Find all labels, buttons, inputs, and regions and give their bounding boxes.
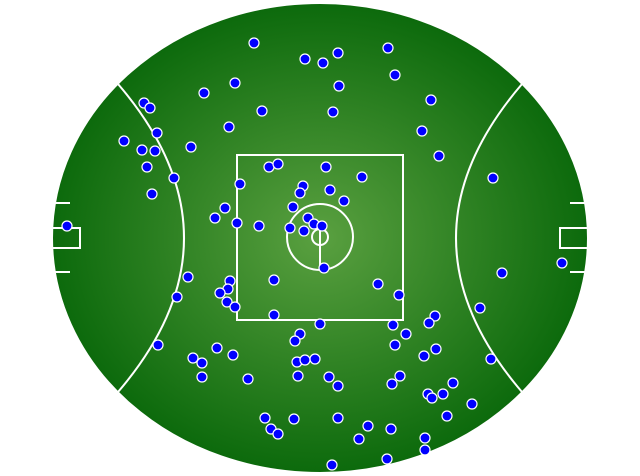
point [299,354,311,366]
point [198,87,210,99]
point [485,353,497,365]
point [149,145,161,157]
point [433,150,445,162]
point [288,413,300,425]
point [333,80,345,92]
point [426,392,438,404]
point [144,102,156,114]
point [185,141,197,153]
point [556,257,568,269]
point [393,289,405,301]
point [496,267,508,279]
point [356,171,368,183]
point [187,352,199,364]
point [221,296,233,308]
point [287,201,299,213]
point [229,77,241,89]
point [314,318,326,330]
point [229,301,241,313]
point [400,328,412,340]
point [61,220,73,232]
point [332,47,344,59]
point [387,319,399,331]
point [141,161,153,173]
point [268,274,280,286]
point [474,302,486,314]
point [353,433,365,445]
point [146,188,158,200]
point [394,370,406,382]
point [430,343,442,355]
point [242,373,254,385]
point [284,222,296,234]
point [441,410,453,422]
point [298,225,310,237]
point [332,412,344,424]
point [256,105,268,117]
point [425,94,437,106]
point [447,377,459,389]
point [272,428,284,440]
point [419,444,431,456]
point [214,287,226,299]
point [429,310,441,322]
point [152,339,164,351]
point [268,309,280,321]
point [259,412,271,424]
point [316,220,328,232]
point [294,187,306,199]
point [389,69,401,81]
point [196,357,208,369]
point [151,127,163,139]
point [419,432,431,444]
point [299,53,311,65]
point [423,317,435,329]
point [292,370,304,382]
point [487,172,499,184]
point [168,172,180,184]
point [136,144,148,156]
point [196,371,208,383]
point [318,262,330,274]
point [248,37,260,49]
points [61,37,568,471]
point [171,291,183,303]
point [389,339,401,351]
point [223,121,235,133]
point [382,42,394,54]
point [320,161,332,173]
point [253,220,265,232]
point [332,380,344,392]
point [372,278,384,290]
point [219,202,231,214]
point [466,398,478,410]
point [118,135,130,147]
point [317,57,329,69]
point [182,271,194,283]
point [416,125,428,137]
point [326,459,338,471]
point [227,349,239,361]
point [272,158,284,170]
point [381,453,393,465]
point [211,342,223,354]
point [418,350,430,362]
point [234,178,246,190]
point [231,217,243,229]
point [437,388,449,400]
point [209,212,221,224]
point [289,335,301,347]
point [362,420,374,432]
point [327,106,339,118]
point [385,423,397,435]
point [386,378,398,390]
point [324,184,336,196]
point [309,353,321,365]
boundary [51,2,589,474]
point [323,371,335,383]
point [338,195,350,207]
